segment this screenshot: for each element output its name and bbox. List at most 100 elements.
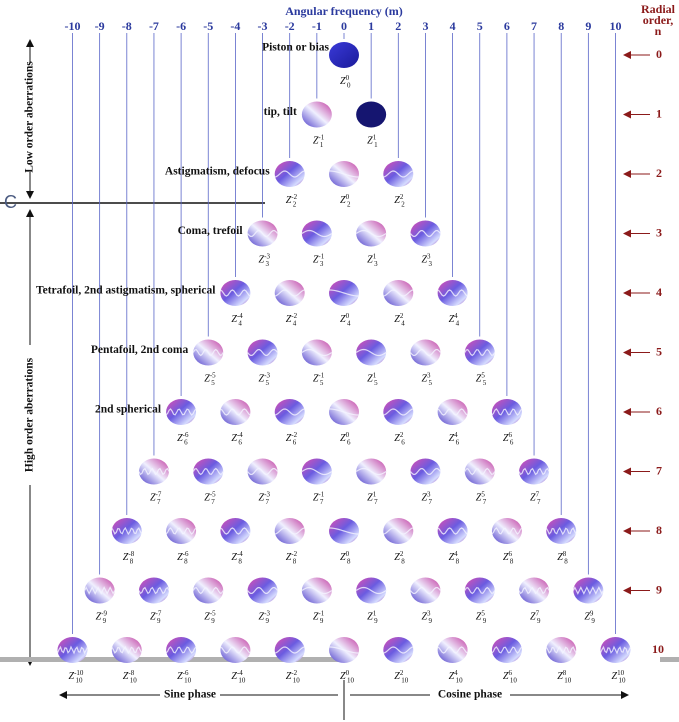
- zernike-n: 5: [483, 379, 487, 387]
- zernike-m: 6: [508, 431, 512, 439]
- zernike-n: 2: [347, 201, 351, 209]
- zernike-m: 0: [346, 431, 350, 439]
- zernike-m: -1: [318, 133, 324, 141]
- zernike-n: 3: [320, 260, 324, 268]
- zernike-m: -1: [318, 609, 324, 617]
- zernike-m: 6: [508, 550, 512, 558]
- zernike-n: 10: [130, 677, 138, 685]
- zernike-m: 0: [346, 312, 350, 320]
- zernike-n: 7: [266, 498, 270, 506]
- zernike-n: 10: [510, 677, 518, 685]
- zernike-m: 5: [481, 609, 485, 617]
- zernike-m: 1: [373, 490, 377, 498]
- zernike-n: 7: [428, 498, 432, 506]
- zernike-n: 9: [103, 617, 107, 625]
- zernike-n: 3: [266, 260, 270, 268]
- radial-number: 0: [656, 47, 662, 61]
- zernike-n: 7: [157, 498, 161, 506]
- zernike-n: 1: [374, 141, 378, 149]
- zernike-n: 4: [401, 320, 405, 328]
- column-number: -7: [149, 19, 159, 33]
- zernike-m: 1: [373, 609, 377, 617]
- row-label: Piston or bias: [262, 42, 329, 54]
- zernike-m: 2: [400, 669, 404, 677]
- zernike-n: 8: [238, 558, 242, 566]
- zernike-m: 2: [400, 431, 404, 439]
- zernike-m: 1: [373, 371, 377, 379]
- zernike-n: 10: [184, 677, 192, 685]
- zernike-n: 0: [347, 82, 351, 90]
- column-number: -2: [285, 19, 295, 33]
- zernike-m: -7: [156, 609, 162, 617]
- radial-title: n: [655, 24, 662, 38]
- column-number: 8: [558, 19, 564, 33]
- zernike-n: 5: [320, 379, 324, 387]
- column-number: -6: [176, 19, 186, 33]
- zernike-n: 9: [211, 617, 215, 625]
- zernike-n: 6: [510, 439, 514, 447]
- zernike-n: 8: [510, 558, 514, 566]
- zernike-m: -7: [156, 490, 162, 498]
- column-number: -5: [203, 19, 213, 33]
- zernike-m: 4: [454, 669, 458, 677]
- zernike-n: 6: [293, 439, 297, 447]
- zernike-m: -8: [128, 550, 134, 558]
- zernike-m: -4: [237, 669, 243, 677]
- zernike-m: 2: [400, 193, 404, 201]
- zernike-m: 9: [590, 609, 594, 617]
- marker: C: [4, 192, 17, 212]
- radial-number: 5: [656, 344, 662, 358]
- zernike-n: 7: [483, 498, 487, 506]
- zernike-n: 10: [401, 677, 409, 685]
- zernike-m: -6: [183, 669, 189, 677]
- zernike-n: 9: [374, 617, 378, 625]
- radial-number: 6: [656, 404, 662, 418]
- zernike-m: -4: [237, 312, 243, 320]
- radial-number: 8: [656, 523, 662, 537]
- zernike-m: -9: [101, 609, 107, 617]
- column-number: 4: [450, 19, 456, 33]
- phase-label: Sine phase: [164, 689, 216, 701]
- zernike-n: 6: [456, 439, 460, 447]
- column-number: 10: [610, 19, 622, 33]
- zernike-n: 4: [347, 320, 351, 328]
- zernike-n: 7: [537, 498, 541, 506]
- column-number: 7: [531, 19, 537, 33]
- zernike-n: 6: [401, 439, 405, 447]
- zernike-m: 7: [536, 490, 540, 498]
- zernike-n: 8: [130, 558, 134, 566]
- radial-number: 7: [656, 463, 662, 477]
- zernike-n: 8: [184, 558, 188, 566]
- zernike-m: -1: [318, 371, 324, 379]
- zernike-m: 6: [508, 669, 512, 677]
- zernike-m: -5: [210, 371, 216, 379]
- zernike-m: -1: [318, 252, 324, 260]
- zernike-m: -2: [291, 669, 297, 677]
- zernike-n: 10: [238, 677, 246, 685]
- zernike-n: 7: [211, 498, 215, 506]
- zernike-m: 4: [454, 550, 458, 558]
- zernike-m: -4: [237, 550, 243, 558]
- zernike-m: 5: [481, 371, 485, 379]
- zernike-m: 10: [617, 669, 625, 677]
- zernike-m: -2: [291, 193, 297, 201]
- zernike-m: -3: [264, 371, 270, 379]
- column-number: -1: [312, 19, 322, 33]
- radial-number: 1: [656, 106, 662, 120]
- zernike-n: 5: [266, 379, 270, 387]
- zernike-m: -10: [74, 669, 84, 677]
- axis-title: Angular frequency (m): [285, 4, 403, 18]
- zernike-m: -6: [183, 431, 189, 439]
- column-number: 2: [395, 19, 401, 33]
- zernike-m: -4: [237, 431, 243, 439]
- zernike-n: 10: [76, 677, 84, 685]
- zernike-m: -2: [291, 431, 297, 439]
- row-label: Astigmatism, defocus: [165, 166, 270, 178]
- radial-number: 3: [656, 225, 662, 239]
- zernike-n: 10: [456, 677, 464, 685]
- phase-label: Cosine phase: [438, 689, 502, 701]
- zernike-m: 3: [427, 252, 431, 260]
- zernike-n: 10: [619, 677, 627, 685]
- zernike-n: 1: [320, 141, 324, 149]
- zernike-n: 10: [293, 677, 301, 685]
